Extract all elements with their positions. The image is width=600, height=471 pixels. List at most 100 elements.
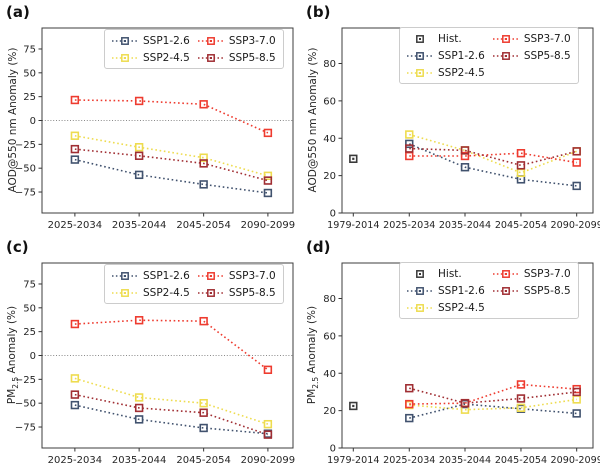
x-tick-label: 2035-2044	[112, 220, 167, 231]
data-point-marker	[134, 143, 144, 152]
series-ssp2-4-5	[70, 131, 273, 181]
y-tick-label: 60	[323, 331, 336, 342]
legend-marker-ssp1-2-6	[112, 271, 138, 280]
data-point-marker	[70, 319, 80, 329]
x-tick-label: 2090-2099	[241, 220, 296, 231]
y-tick-label: 0	[30, 116, 36, 127]
legend-item-ssp2-4-5: SSP2-4.5	[407, 299, 485, 316]
x-axis-ticks: 2025-2034 2035-2044 2045-2054 2090-2099	[48, 448, 295, 466]
y-axis-ticks: 0 20 40 60 80	[323, 294, 342, 455]
y-axis-label-a: AOD@550 nm Anomaly (%)	[7, 47, 19, 193]
data-point-marker	[199, 408, 208, 417]
y-axis-ticks: 75 50 25 0 −25 −50 −75	[15, 279, 42, 434]
y-tick-label: 25	[23, 92, 36, 103]
data-point-marker	[572, 181, 581, 191]
legend-item-ssp1-2-6: SSP1-2.6	[407, 47, 485, 64]
data-point-marker	[460, 146, 470, 155]
data-point-marker	[134, 170, 144, 180]
y-tick-label: 75	[23, 279, 36, 290]
series-ssp3-7-0	[70, 95, 273, 138]
x-tick-label: 2035-2044	[112, 455, 167, 466]
data-point-marker	[70, 390, 80, 399]
y-axis-label-b: AOD@550 nm Anomaly (%)	[307, 47, 319, 193]
x-tick-label: 1979-2014	[327, 220, 379, 231]
data-point-marker	[134, 151, 144, 160]
series-hist	[349, 401, 358, 411]
series-ssp5-8-5	[70, 144, 273, 185]
legend-marker-ssp3-7-0	[197, 36, 224, 45]
x-tick-label: 2045-2054	[495, 455, 547, 466]
chart-canvas-d: 0 20 40 60 80 1979-2014 2025-2034 2035-2044 2045…	[323, 262, 600, 466]
data-point-marker	[405, 384, 414, 393]
legend-item-ssp1-2-6: SSP1-2.6	[112, 267, 190, 284]
legend-column: SSP3-7.0 SSP5-8.5	[197, 267, 276, 301]
data-point-marker	[263, 176, 273, 185]
legend-label: SSP5-8.5	[228, 286, 276, 299]
legend-item-ssp5-8-5: SSP5-8.5	[197, 49, 276, 66]
x-axis-ticks: 1979-2014 2025-2034 2035-2044 2045-2054 2090…	[327, 448, 600, 466]
legend-marker-ssp5-8-5	[492, 51, 519, 60]
legend-label: SSP3-7.0	[523, 267, 571, 280]
y-tick-label: 40	[323, 369, 336, 380]
panel-c: 75 50 25 0 −25 −50 −75 2025-2034 2035-2044 2045-2…	[0, 235, 300, 471]
y-tick-label: 50	[23, 303, 36, 314]
y-tick-label: −25	[15, 375, 36, 386]
legend-marker-ssp5-8-5	[197, 288, 224, 297]
data-point-marker	[199, 423, 208, 433]
x-tick-label: 2090-2099	[551, 220, 600, 231]
series-ssp2-4-5	[405, 130, 581, 178]
data-point-marker	[572, 147, 581, 156]
data-point-marker	[572, 387, 581, 397]
y-tick-label: 0	[30, 351, 36, 362]
legend-item-ssp2-4-5: SSP2-4.5	[407, 64, 485, 81]
legend-a: SSP1-2.6 SSP2-4.5 SSP3-7.0 SSP5-8.5	[104, 29, 284, 69]
x-axis-ticks: 1979-2014 2025-2034 2035-2044 2045-2054 2090…	[327, 213, 600, 231]
x-tick-label: 2025-2034	[48, 455, 103, 466]
legend-label: SSP2-4.5	[438, 301, 485, 314]
y-tick-label: −50	[15, 164, 36, 175]
y-tick-label: 75	[23, 44, 36, 55]
legend-label: Hist.	[438, 32, 462, 45]
y-axis-label-d: PM2.5 Anomaly (%)	[305, 305, 321, 405]
y-tick-label: 20	[323, 171, 336, 182]
data-point-marker	[263, 128, 273, 138]
y-tick-label: 80	[323, 59, 336, 70]
data-point-marker	[460, 151, 470, 161]
x-tick-label: 2045-2054	[495, 220, 547, 231]
series-ssp5-8-5	[405, 384, 581, 408]
legend-column: Hist. SSP1-2.6 SSP2-4.5	[407, 30, 485, 81]
data-point-marker	[460, 398, 470, 408]
series-ssp2-4-5	[70, 374, 273, 429]
y-tick-label: 40	[323, 134, 336, 145]
series-ssp5-8-5	[70, 390, 273, 439]
data-point-marker	[199, 153, 208, 162]
panel-label-b: (b)	[306, 3, 331, 21]
legend-marker-ssp1-2-6	[407, 286, 433, 295]
legend-label: SSP1-2.6	[438, 284, 485, 297]
legend-label: SSP2-4.5	[143, 51, 190, 64]
chart-canvas-c: 75 50 25 0 −25 −50 −75 2025-2034 2035-2044 2045-2…	[15, 262, 295, 466]
series-hist	[349, 154, 358, 164]
data-point-marker	[572, 158, 581, 167]
legend-label: SSP3-7.0	[228, 269, 276, 282]
legend-item-ssp3-7-0: SSP3-7.0	[197, 267, 276, 284]
legend-column: SSP1-2.6 SSP2-4.5	[112, 32, 190, 66]
legend-label: SSP1-2.6	[143, 269, 190, 282]
legend-c: SSP1-2.6 SSP2-4.5 SSP3-7.0 SSP5-8.5	[104, 264, 284, 304]
data-point-marker	[199, 100, 208, 109]
x-tick-label: 2045-2054	[176, 455, 231, 466]
data-point-dot	[352, 157, 355, 160]
chart-canvas-a: 75 50 25 0 −25 −50 −75 2025-2034 2035-2044 2045-2…	[15, 27, 296, 231]
panel-b: 0 20 40 60 80 1979-2014 2025-2034 2035-2044 2045…	[300, 0, 600, 236]
data-point-marker	[70, 400, 80, 410]
data-point-marker	[405, 139, 414, 149]
data-point-marker	[516, 149, 526, 158]
series-ssp1-2-6	[70, 155, 273, 198]
legend-marker-hist	[416, 269, 424, 278]
legend-label: SSP2-4.5	[438, 66, 485, 79]
y-axis-ticks: 75 50 25 0 −25 −50 −75	[15, 44, 42, 199]
data-point-marker	[199, 398, 208, 408]
legend-label: SSP3-7.0	[523, 32, 571, 45]
legend-item-ssp1-2-6: SSP1-2.6	[112, 32, 190, 49]
y-axis-label-c: PM2.5 Anomaly (%)	[5, 305, 21, 405]
